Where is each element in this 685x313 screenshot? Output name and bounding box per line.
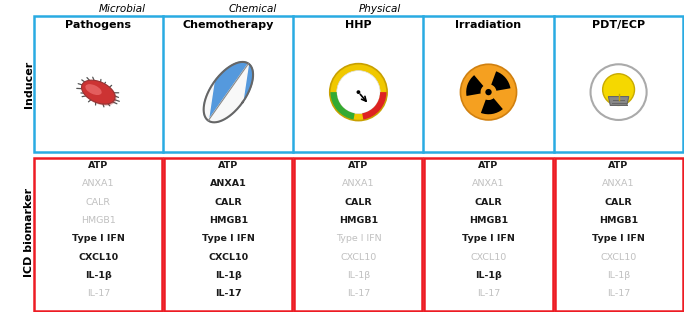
Polygon shape	[608, 96, 629, 105]
Text: Pathogens: Pathogens	[65, 20, 132, 30]
Text: IL-17: IL-17	[87, 289, 110, 298]
Wedge shape	[466, 75, 484, 96]
Text: IL-17: IL-17	[477, 289, 500, 298]
Text: CXCL10: CXCL10	[340, 253, 377, 262]
Text: Microbial: Microbial	[98, 4, 145, 14]
Text: CXCL10: CXCL10	[208, 253, 249, 262]
Wedge shape	[362, 92, 386, 120]
Circle shape	[590, 64, 647, 120]
Text: ANXA1: ANXA1	[472, 179, 505, 188]
Polygon shape	[203, 64, 249, 122]
Text: IL-1β: IL-1β	[607, 271, 630, 280]
Wedge shape	[330, 92, 355, 120]
Text: HMGB1: HMGB1	[339, 216, 378, 225]
Text: ANXA1: ANXA1	[210, 179, 247, 188]
Wedge shape	[481, 98, 503, 114]
Text: ANXA1: ANXA1	[342, 179, 375, 188]
Text: Chemotherapy: Chemotherapy	[183, 20, 274, 30]
Text: ANXA1: ANXA1	[602, 179, 635, 188]
Text: HHP: HHP	[345, 20, 372, 30]
Text: Chemical: Chemical	[228, 4, 277, 14]
Text: IL-17: IL-17	[347, 289, 370, 298]
Circle shape	[329, 64, 387, 121]
Text: Type I IFN: Type I IFN	[462, 234, 515, 243]
Text: ATP: ATP	[348, 161, 369, 170]
Text: CALR: CALR	[86, 198, 111, 207]
Text: CXCL10: CXCL10	[601, 253, 636, 262]
Text: IL-17: IL-17	[215, 289, 242, 298]
Text: CALR: CALR	[475, 198, 502, 207]
Text: Type I IFN: Type I IFN	[72, 234, 125, 243]
Circle shape	[337, 71, 380, 114]
Text: ICD biomarker: ICD biomarker	[24, 188, 34, 277]
Text: HMGB1: HMGB1	[469, 216, 508, 225]
Text: Physical: Physical	[358, 4, 401, 14]
Text: Inducer: Inducer	[24, 61, 34, 108]
Ellipse shape	[82, 81, 116, 105]
Circle shape	[356, 90, 360, 94]
Text: HMGB1: HMGB1	[81, 216, 116, 225]
Text: Type I IFN: Type I IFN	[336, 234, 382, 243]
Text: Irradiation: Irradiation	[456, 20, 521, 30]
Text: PDT/ECP: PDT/ECP	[592, 20, 645, 30]
Text: CALR: CALR	[605, 198, 632, 207]
Circle shape	[603, 74, 634, 105]
Text: HMGB1: HMGB1	[599, 216, 638, 225]
Text: IL-1β: IL-1β	[215, 271, 242, 280]
Ellipse shape	[82, 80, 115, 104]
Text: IL-1β: IL-1β	[475, 271, 502, 280]
Text: Type I IFN: Type I IFN	[592, 234, 645, 243]
Text: ATP: ATP	[219, 161, 238, 170]
Text: IL-17: IL-17	[607, 289, 630, 298]
Text: ATP: ATP	[478, 161, 499, 170]
Text: IL-1β: IL-1β	[85, 271, 112, 280]
Text: IL-1β: IL-1β	[347, 271, 370, 280]
Circle shape	[481, 85, 496, 100]
Text: ATP: ATP	[88, 161, 108, 170]
Text: HMGB1: HMGB1	[209, 216, 248, 225]
Circle shape	[485, 89, 492, 95]
Text: CALR: CALR	[214, 198, 242, 207]
Circle shape	[460, 64, 516, 120]
Text: CALR: CALR	[345, 198, 372, 207]
Text: ANXA1: ANXA1	[82, 179, 114, 188]
Text: Type I IFN: Type I IFN	[202, 234, 255, 243]
Text: CXCL10: CXCL10	[471, 253, 507, 262]
Wedge shape	[491, 71, 510, 91]
Ellipse shape	[86, 84, 101, 95]
Polygon shape	[203, 62, 253, 122]
Text: ATP: ATP	[608, 161, 629, 170]
Text: CXCL10: CXCL10	[78, 253, 119, 262]
